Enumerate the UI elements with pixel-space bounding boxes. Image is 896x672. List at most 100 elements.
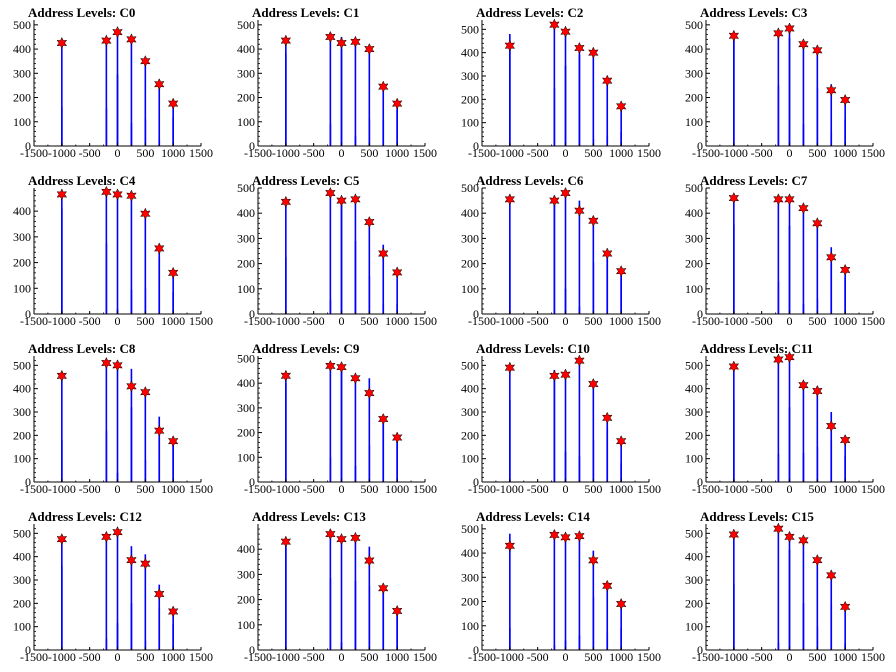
y-tick-label: 400 — [237, 206, 255, 220]
peak-marker — [825, 84, 837, 97]
peak-marker — [336, 533, 347, 546]
chart-title: Address Levels: C3 — [700, 5, 808, 20]
bar — [340, 205, 343, 314]
x-tick-label: 0 — [115, 650, 121, 664]
y-tick-label: 300 — [685, 231, 703, 245]
peak-marker — [56, 533, 68, 546]
x-tick-label: -500 — [303, 650, 325, 664]
y-tick-label: 0 — [697, 643, 703, 657]
peak-marker — [504, 361, 516, 374]
bar — [733, 224, 735, 314]
y-tick-label: 100 — [237, 618, 255, 632]
x-tick-label: -1500 — [468, 314, 496, 328]
bar — [553, 23, 556, 146]
bar — [285, 383, 287, 482]
peak-marker — [140, 55, 151, 68]
x-tick-label: -1000 — [272, 314, 300, 328]
x-tick-label: -500 — [79, 146, 101, 160]
bar — [340, 369, 343, 482]
x-tick-label: 1000 — [609, 314, 633, 328]
peak-marker — [364, 554, 375, 567]
bar — [553, 531, 556, 650]
chart-svg: Address Levels: C3-1500 -1000 -500 0 500 1000… — [685, 5, 885, 160]
bar — [172, 116, 174, 146]
peak-marker — [588, 554, 599, 567]
bar — [606, 79, 609, 146]
x-tick-label: 1500 — [413, 650, 437, 664]
y-tick-label: 0 — [473, 139, 479, 153]
bar — [340, 535, 343, 650]
x-tick-label: -500 — [751, 314, 773, 328]
y-tick-label: 100 — [461, 619, 479, 633]
y-tick-label: 0 — [697, 475, 703, 489]
bar — [816, 87, 819, 146]
bar — [144, 58, 147, 146]
peak-marker — [350, 193, 361, 206]
x-tick-label: 0 — [563, 146, 569, 160]
chart-panel: Address Levels: C10 -1500 -1000 -500 0 500 100… — [448, 336, 672, 504]
bar — [733, 35, 735, 146]
bar — [116, 531, 119, 650]
y-tick-label: 300 — [13, 230, 31, 244]
bar — [802, 124, 805, 146]
y-tick-label: 100 — [685, 282, 703, 296]
bar — [354, 136, 357, 146]
bar — [61, 374, 63, 482]
peak-marker — [728, 191, 740, 205]
bar — [382, 244, 385, 314]
bar — [788, 549, 791, 650]
bar — [158, 437, 161, 482]
bar — [144, 554, 147, 650]
peak-marker — [504, 39, 516, 52]
peak-marker — [336, 194, 347, 207]
bar — [368, 119, 371, 146]
peak-marker — [588, 377, 599, 391]
peak-marker — [812, 217, 823, 230]
bar — [144, 640, 147, 650]
y-tick-label: 400 — [685, 206, 703, 220]
peak-marker — [350, 35, 361, 48]
bar — [509, 533, 511, 650]
bar — [564, 288, 567, 314]
y-tick-label: 500 — [685, 358, 703, 372]
y-tick-label: 300 — [237, 231, 255, 245]
bar — [368, 378, 371, 482]
peak-marker — [112, 359, 123, 372]
y-tick-label: 400 — [685, 382, 703, 396]
peak-marker — [140, 207, 151, 220]
bar — [144, 119, 147, 146]
bar — [802, 603, 805, 650]
bar — [578, 635, 581, 650]
chart-svg: Address Levels: C4-1500 -1000 -500 0 500 1000… — [13, 173, 213, 328]
y-tick-label: 200 — [685, 91, 703, 105]
peak-marker — [101, 356, 112, 370]
x-tick-label: -1500 — [692, 146, 720, 160]
x-tick-label: -500 — [527, 650, 549, 664]
x-tick-label: 1000 — [385, 482, 409, 496]
x-tick-label: 0 — [787, 482, 793, 496]
y-tick-label: 300 — [461, 570, 479, 584]
bar — [340, 49, 343, 146]
x-tick-label: -500 — [79, 314, 101, 328]
peak-marker — [615, 100, 627, 113]
bar — [816, 557, 819, 650]
bar — [620, 105, 622, 146]
x-tick-label: 1500 — [413, 482, 437, 496]
peak-marker — [377, 247, 389, 260]
bar — [61, 440, 63, 482]
bar — [105, 430, 108, 482]
bar — [509, 45, 511, 146]
bar — [802, 381, 805, 482]
bar — [382, 119, 385, 146]
bar — [553, 87, 556, 146]
chart-title: Address Levels: C8 — [28, 341, 136, 356]
y-tick-label: 200 — [13, 596, 31, 610]
peak-marker — [574, 41, 585, 55]
peak-marker — [549, 194, 560, 207]
bar — [354, 580, 357, 650]
chart-panel: Address Levels: C7 -1500 -1000 -500 0 500 1000… — [672, 168, 896, 336]
x-tick-label: -1000 — [48, 650, 76, 664]
y-tick-label: 0 — [697, 139, 703, 153]
x-tick-label: -500 — [751, 650, 773, 664]
x-tick-label: -500 — [751, 146, 773, 160]
